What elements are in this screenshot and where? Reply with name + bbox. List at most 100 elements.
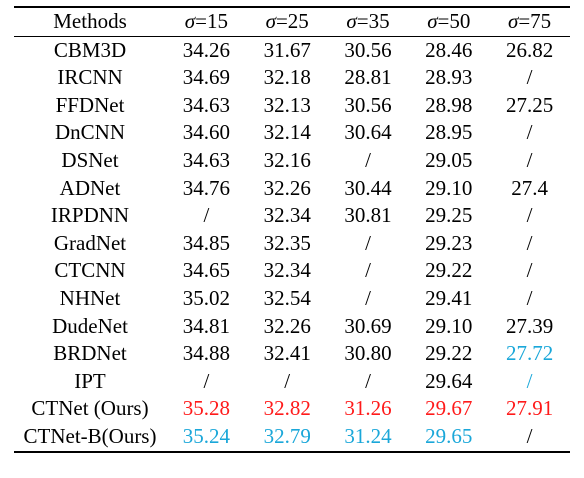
psnr-value-cell: 27.39 xyxy=(505,313,554,338)
psnr-value-cell: 34.63 xyxy=(182,92,231,117)
psnr-value-cell: 28.46 xyxy=(425,37,473,62)
psnr-value-cell: / xyxy=(526,285,533,310)
header-sigma-15: σ=15 xyxy=(166,7,247,36)
psnr-value-cell: / xyxy=(526,423,533,448)
psnr-value-cell: / xyxy=(526,230,533,255)
table-row: NHNet 35.02 32.54 / 29.41 / xyxy=(14,285,570,313)
psnr-value-cell: 32.18 xyxy=(263,65,311,90)
psnr-value-cell: / xyxy=(526,120,533,145)
psnr-value-cell: 30.56 xyxy=(344,37,392,62)
sigma-symbol: σ xyxy=(184,9,196,33)
psnr-value-cell: / xyxy=(284,368,291,393)
psnr-value-cell: 32.35 xyxy=(263,230,311,255)
method-name-cell: ADNet xyxy=(59,175,121,200)
table-body: CBM3D 34.26 31.67 30.56 28.46 26.82 IRCNN 34.69… xyxy=(14,36,570,452)
psnr-value-cell: / xyxy=(365,258,371,283)
psnr-value-cell: 34.81 xyxy=(182,313,231,338)
table-row: GradNet 34.85 32.35 / 29.23 / xyxy=(14,230,570,258)
psnr-value-cell: 34.88 xyxy=(182,341,231,366)
psnr-value-cell: 29.05 xyxy=(425,147,473,172)
psnr-value-cell: 28.93 xyxy=(425,65,473,90)
psnr-value-cell: / xyxy=(526,203,533,228)
method-name-cell: NHNet xyxy=(59,285,121,310)
psnr-value-cell: / xyxy=(365,285,371,310)
method-name-cell: IRPDNN xyxy=(50,203,130,228)
psnr-value-cell: / xyxy=(203,368,210,393)
sigma-level: =25 xyxy=(275,9,309,33)
psnr-value-cell: 28.98 xyxy=(425,92,473,117)
header-sigma-75: σ=75 xyxy=(489,7,570,36)
psnr-value-cell: / xyxy=(526,258,533,283)
method-name-cell: FFDNet xyxy=(55,92,125,117)
table-row: CTCNN 34.65 32.34 / 29.22 / xyxy=(14,257,570,285)
table-row: CBM3D 34.26 31.67 30.56 28.46 26.82 xyxy=(14,36,570,64)
psnr-value-cell: 30.56 xyxy=(344,92,392,117)
psnr-value-cell: 34.85 xyxy=(182,230,231,255)
psnr-value-cell: 31.26 xyxy=(344,396,392,421)
psnr-value-cell: 30.64 xyxy=(344,120,392,145)
table-row: CTNet (Ours) 35.28 32.82 31.26 29.67 27.91 xyxy=(14,395,570,423)
psnr-value-cell: / xyxy=(526,65,533,90)
psnr-value-cell: 30.80 xyxy=(344,341,392,366)
sigma-symbol: σ xyxy=(427,9,438,33)
psnr-value-cell: 32.79 xyxy=(263,423,311,448)
psnr-value-cell: 32.41 xyxy=(263,341,311,366)
sigma-level: =15 xyxy=(195,9,228,33)
header-sigma-35: σ=35 xyxy=(328,7,409,36)
psnr-value-cell: / xyxy=(203,203,210,228)
method-name-cell: IPT xyxy=(74,368,106,393)
psnr-value-cell: 34.63 xyxy=(182,147,231,172)
psnr-value-cell: / xyxy=(365,368,371,393)
psnr-value-cell: 29.41 xyxy=(425,285,473,310)
psnr-value-cell: 31.24 xyxy=(344,423,392,448)
psnr-value-cell: / xyxy=(526,368,533,393)
psnr-value-cell: 29.10 xyxy=(425,313,473,338)
method-name-cell: IRCNN xyxy=(57,65,123,90)
psnr-value-cell: 32.26 xyxy=(263,313,311,338)
psnr-value-cell: 27.4 xyxy=(511,175,548,200)
table-row: FFDNet 34.63 32.13 30.56 28.98 27.25 xyxy=(14,92,570,120)
table-row: CTNet-B(Ours) 35.24 32.79 31.24 29.65 / xyxy=(14,423,570,452)
denoising-results-table: Methods σ=15 σ=25 σ=35 σ=50 σ=75 CBM3D 34… xyxy=(14,6,570,453)
psnr-value-cell: 27.25 xyxy=(505,92,554,117)
method-name-cell: DudeNet xyxy=(52,313,128,338)
method-name-cell: CTCNN xyxy=(54,258,126,283)
psnr-value-cell: 35.28 xyxy=(182,396,231,421)
method-name-cell: CBM3D xyxy=(53,37,127,62)
psnr-value-cell: 29.65 xyxy=(425,423,473,448)
sigma-symbol: σ xyxy=(265,9,276,33)
sigma-symbol: σ xyxy=(507,9,519,33)
psnr-value-cell: 31.67 xyxy=(263,37,311,62)
table-row: IRCNN 34.69 32.18 28.81 28.93 / xyxy=(14,64,570,92)
psnr-value-cell: / xyxy=(365,147,371,172)
psnr-value-cell: 30.81 xyxy=(344,203,392,228)
psnr-value-cell: 29.25 xyxy=(425,203,473,228)
sigma-symbol: σ xyxy=(346,9,357,33)
psnr-value-cell: 27.72 xyxy=(505,341,554,366)
psnr-value-cell: 29.22 xyxy=(425,341,473,366)
table-row: BRDNet 34.88 32.41 30.80 29.22 27.72 xyxy=(14,340,570,368)
results-table-container: Methods σ=15 σ=25 σ=35 σ=50 σ=75 CBM3D 34… xyxy=(14,6,570,453)
table-row: DnCNN 34.60 32.14 30.64 28.95 / xyxy=(14,119,570,147)
table-row: IPT / / / 29.64 / xyxy=(14,368,570,396)
psnr-value-cell: 29.67 xyxy=(425,396,473,421)
method-name-cell: BRDNet xyxy=(53,341,127,366)
psnr-value-cell: 32.34 xyxy=(263,203,311,228)
psnr-value-cell: 32.16 xyxy=(263,147,311,172)
method-name-cell: GradNet xyxy=(53,230,127,255)
psnr-value-cell: 32.34 xyxy=(263,258,311,283)
psnr-value-cell: / xyxy=(526,147,533,172)
method-name-cell: DnCNN xyxy=(54,120,125,145)
psnr-value-cell: 34.60 xyxy=(182,120,231,145)
psnr-value-cell: 32.14 xyxy=(263,120,311,145)
header-sigma-50: σ=50 xyxy=(408,7,489,36)
header-methods: Methods xyxy=(53,9,127,33)
psnr-value-cell: 29.23 xyxy=(425,230,473,255)
table-row: IRPDNN / 32.34 30.81 29.25 / xyxy=(14,202,570,230)
psnr-value-cell: 29.22 xyxy=(425,258,473,283)
psnr-value-cell: 35.02 xyxy=(182,285,231,310)
psnr-value-cell: 29.10 xyxy=(425,175,473,200)
psnr-value-cell: 32.82 xyxy=(263,396,311,421)
psnr-value-cell: 26.82 xyxy=(505,37,554,62)
sigma-level: =50 xyxy=(437,9,471,33)
